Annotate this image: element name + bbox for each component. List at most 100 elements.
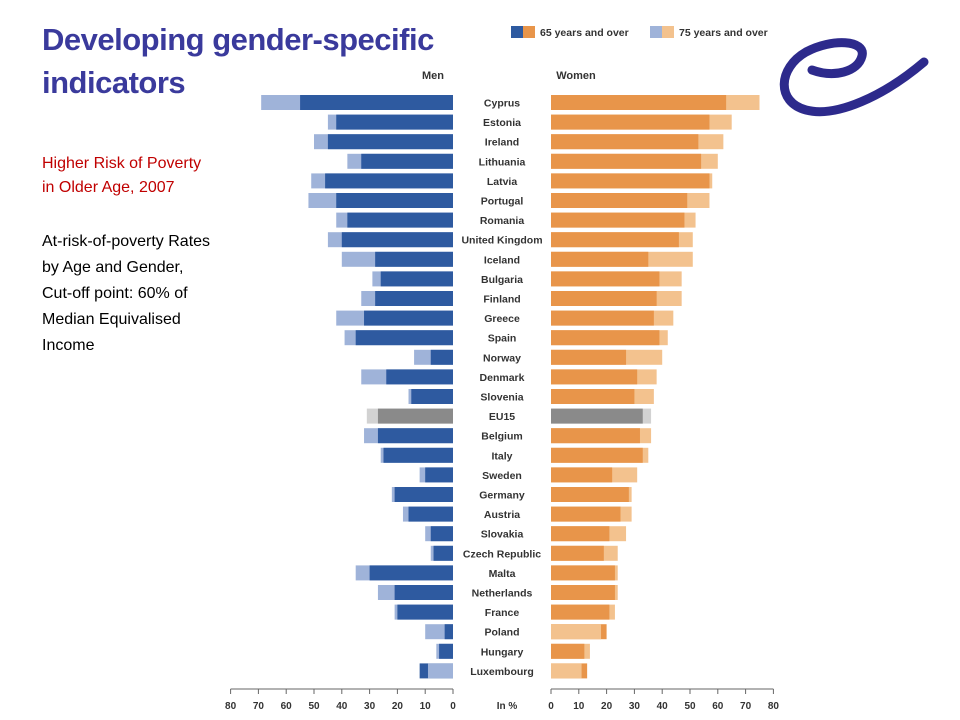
men-65-bar-france [397,604,453,620]
country-label: Norway [483,352,521,364]
country-label: Hungary [481,646,524,658]
men-panel-label: Men [422,70,444,82]
women-65-bar-france [551,604,610,620]
country-label: Romania [480,215,525,227]
women-tick-label: 10 [573,701,585,712]
country-label: Netherlands [472,588,533,600]
women-65-bar-estonia [551,114,710,130]
chart-description: At-risk-of-poverty Rates by Age and Gend… [42,233,211,354]
legend-swatch-women-65 [523,26,535,38]
men-65-bar-romania [347,212,453,228]
men-65-bar-slovenia [411,389,453,404]
women-75-bar-poland [551,624,602,640]
men-65-bar-austria [408,506,453,522]
women-65-bar-germany [551,487,629,502]
chart-legend: 65 years and over 75 years and over [511,26,768,39]
women-65-bar-greece [551,310,654,326]
women-65-bar-netherlands [551,585,615,600]
women-tick-label: 20 [601,701,613,712]
women-65-bar-norway [551,349,627,365]
country-label: Italy [491,450,512,462]
country-label: EU15 [489,411,515,423]
men-65-bar-ireland [327,134,453,150]
women-65-bar-malta [551,565,615,581]
country-label: Germany [479,490,525,502]
men-65-bar-iceland [375,251,453,267]
women-panel-label: Women [556,70,596,82]
women-65-bar-lithuania [551,153,702,169]
women-tick-label: 40 [657,701,669,712]
men-65-bar-finland [375,291,453,306]
country-label: Bulgaria [481,274,523,286]
men-65-bar-slovakia [430,526,453,542]
men-65-bar-netherlands [394,585,453,600]
women-65-bar-czech-republic [551,545,604,561]
chart-axes: 80 70 60 50 40 30 20 10 0 0 10 20 30 40 50 60 70 80 [225,688,780,712]
men-65-bar-eu15 [377,408,453,424]
men-65-bar-malta [369,565,453,581]
country-label: France [485,607,520,619]
men-65-bar-poland [444,624,453,640]
women-65-bar-spain [551,330,660,346]
women-tick-label: 0 [548,701,554,712]
women-65-bar-italy [551,447,643,463]
women-65-bar-romania [551,212,685,228]
men-tick-label: 40 [336,701,348,712]
men-65-bar-estonia [336,114,453,130]
legend-swatch-women-75 [662,26,674,38]
women-65-bar-finland [551,291,657,306]
women-65-bar-austria [551,506,621,522]
men-65-bar-spain [355,330,453,346]
country-labels: Cyprus Estonia Ireland Lithuania Latvia Portu… [461,98,542,678]
country-label: Spain [488,333,517,345]
legend-swatch-men-75 [650,26,662,38]
country-label: Iceland [484,254,520,266]
men-65-bar-sweden [425,467,453,483]
country-label: Luxembourg [470,666,534,678]
men-tick-label: 0 [450,701,456,712]
women-tick-label: 80 [768,701,780,712]
men-65-bar-lithuania [361,153,453,169]
men-tick-label: 70 [253,701,265,712]
women-65-bar-eu15 [551,408,643,424]
men-65-bar-portugal [336,193,453,208]
swirl-logo-icon [779,38,929,117]
women-tick-label: 70 [740,701,752,712]
men-65-bar-united-kingdom [341,232,453,248]
men-65-bar-bulgaria [380,271,453,287]
country-label: Belgium [481,431,522,443]
men-65-bar-latvia [325,173,453,189]
country-label: Portugal [481,196,524,208]
men-65-bar-czech-republic [433,545,453,561]
men-tick-label: 20 [392,701,404,712]
chart-bars [261,95,760,679]
women-65-bar-united-kingdom [551,232,679,248]
country-label: Finland [483,294,520,306]
men-65-bar-belgium [377,428,453,444]
country-label: Slovenia [480,392,523,404]
country-label: Malta [489,568,516,580]
women-tick-label: 50 [684,701,696,712]
men-65-bar-greece [364,310,453,326]
women-65-bar-cyprus [551,95,727,110]
women-tick-label: 60 [712,701,724,712]
men-75-bar-luxembourg [427,663,453,679]
men-tick-label: 80 [225,701,237,712]
country-label: Greece [484,313,520,325]
legend-label: 75 years and over [679,27,768,39]
country-label: Latvia [487,176,518,188]
country-label: Sweden [482,470,522,482]
country-label: Lithuania [479,156,526,168]
country-label: Czech Republic [463,548,541,560]
women-65-bar-bulgaria [551,271,660,287]
page-title: Developing gender-specific indicators [42,22,434,100]
women-65-bar-latvia [551,173,710,189]
men-tick-label: 50 [308,701,320,712]
country-label: Austria [484,509,520,521]
women-65-bar-slovenia [551,389,635,404]
men-65-bar-italy [383,447,453,463]
women-65-bar-sweden [551,467,613,483]
women-65-bar-denmark [551,369,638,385]
men-tick-label: 30 [364,701,376,712]
